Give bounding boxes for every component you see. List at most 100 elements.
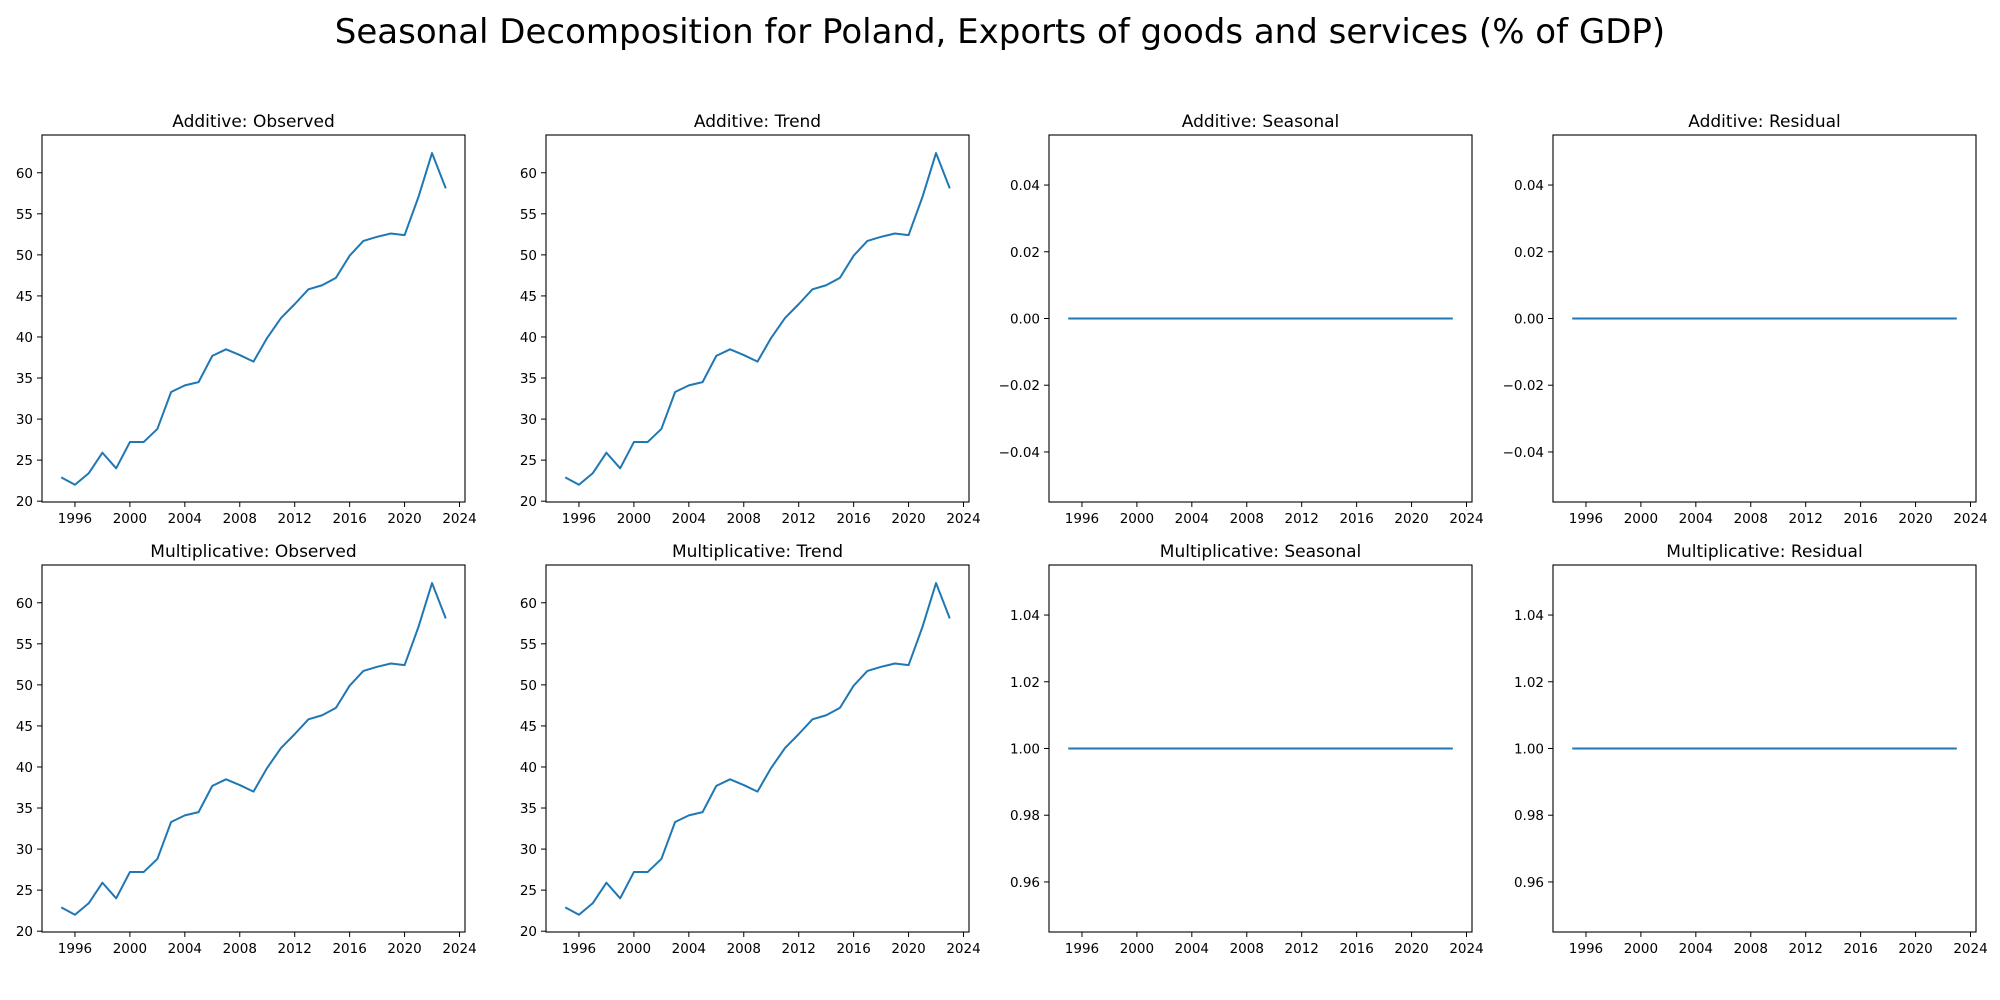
x-tick-label: 2016 <box>1843 941 1877 957</box>
subplot: Additive: Seasonal 1996 2000 2004 2008 2012 20… <box>999 112 1484 527</box>
y-tick-label: 55 <box>16 207 33 223</box>
x-tick-label: 2008 <box>223 941 257 957</box>
y-tick-label: 55 <box>520 637 537 653</box>
subplot-title: Additive: Residual <box>1688 112 1840 132</box>
y-tick-label: 40 <box>520 760 537 776</box>
x-tick-label: 2024 <box>946 511 980 527</box>
x-tick-label: 2020 <box>1394 941 1428 957</box>
x-tick-label: 2000 <box>617 511 651 527</box>
y-tick-label: 35 <box>16 371 33 387</box>
subplot: Multiplicative: Trend 1996 2000 2004 2008 201… <box>520 542 981 957</box>
y-tick-label: 20 <box>16 924 33 940</box>
y-tick-label: 1.04 <box>1010 608 1040 624</box>
y-tick-label: 1.02 <box>1010 675 1040 691</box>
y-tick-label: −0.02 <box>1503 378 1544 394</box>
series-line <box>564 582 951 916</box>
x-tick-label: 2020 <box>1898 941 1932 957</box>
x-tick-label: 2008 <box>1734 511 1768 527</box>
x-tick-label: 1996 <box>58 941 92 957</box>
y-tick-label: 30 <box>520 412 537 428</box>
subplot: Multiplicative: Residual 1996 2000 2004 2008… <box>1514 542 1988 957</box>
y-tick-label: 50 <box>520 678 537 694</box>
x-tick-label: 2000 <box>1624 511 1658 527</box>
x-tick-label: 2000 <box>113 941 147 957</box>
x-tick-label: 2020 <box>387 511 421 527</box>
y-tick-label: 60 <box>520 596 537 612</box>
x-tick-label: 1996 <box>1569 511 1603 527</box>
y-tick-label: 1.02 <box>1514 675 1544 691</box>
x-tick-label: 2004 <box>1679 511 1713 527</box>
x-tick-label: 2020 <box>891 941 925 957</box>
y-tick-label: 55 <box>16 637 33 653</box>
x-tick-label: 2024 <box>442 511 476 527</box>
y-tick-label: 0.04 <box>1514 178 1544 194</box>
y-tick-label: 1.04 <box>1514 608 1544 624</box>
x-tick-label: 2008 <box>223 511 257 527</box>
x-tick-label: 2008 <box>727 511 761 527</box>
subplot-title: Multiplicative: Residual <box>1666 542 1862 562</box>
x-tick-label: 2004 <box>672 511 706 527</box>
y-tick-label: 35 <box>520 801 537 817</box>
x-tick-label: 2024 <box>1953 941 1987 957</box>
y-tick-label: 40 <box>16 330 33 346</box>
x-tick-label: 2004 <box>168 511 202 527</box>
x-tick-label: 2000 <box>1120 941 1154 957</box>
x-tick-label: 2020 <box>1394 511 1428 527</box>
subplot-title: Additive: Observed <box>172 112 334 132</box>
subplot-title: Multiplicative: Observed <box>150 542 356 562</box>
y-tick-label: 40 <box>520 330 537 346</box>
y-tick-label: 30 <box>16 412 33 428</box>
x-tick-label: 2024 <box>1449 941 1483 957</box>
y-tick-label: −0.04 <box>999 445 1040 461</box>
x-tick-label: 2008 <box>1230 941 1264 957</box>
subplot: Multiplicative: Seasonal 1996 2000 2004 2008… <box>1010 542 1484 957</box>
y-tick-label: 20 <box>520 494 537 510</box>
x-tick-label: 2016 <box>1339 511 1373 527</box>
subplot: Multiplicative: Observed 1996 2000 2004 2008… <box>16 542 477 957</box>
x-tick-label: 2020 <box>891 511 925 527</box>
subplot: Additive: Residual 1996 2000 2004 2008 2012 20… <box>1503 112 1988 527</box>
x-tick-label: 1996 <box>1065 511 1099 527</box>
figure-title: Seasonal Decomposition for Poland, Expor… <box>334 12 1666 52</box>
x-tick-label: 2012 <box>1789 511 1823 527</box>
x-tick-label: 1996 <box>562 511 596 527</box>
y-tick-label: 50 <box>520 248 537 264</box>
y-tick-label: 20 <box>520 924 537 940</box>
x-tick-label: 2016 <box>1843 511 1877 527</box>
plot-frame <box>545 134 970 503</box>
y-tick-label: 60 <box>16 596 33 612</box>
x-tick-label: 2016 <box>1339 941 1373 957</box>
y-tick-label: 25 <box>16 883 33 899</box>
subplot-title: Multiplicative: Seasonal <box>1160 542 1361 562</box>
x-tick-label: 2020 <box>387 941 421 957</box>
y-tick-label: 35 <box>520 371 537 387</box>
y-tick-label: 60 <box>16 166 33 182</box>
x-tick-label: 2016 <box>836 941 870 957</box>
x-tick-label: 1996 <box>562 941 596 957</box>
y-tick-label: 45 <box>16 289 33 305</box>
y-tick-label: 35 <box>16 801 33 817</box>
y-tick-label: 50 <box>16 678 33 694</box>
x-tick-label: 2004 <box>672 941 706 957</box>
x-tick-label: 2024 <box>1449 511 1483 527</box>
subplot-title: Additive: Seasonal <box>1182 112 1340 132</box>
x-tick-label: 2012 <box>1789 941 1823 957</box>
x-tick-label: 2000 <box>113 511 147 527</box>
x-tick-label: 2012 <box>278 941 312 957</box>
y-tick-label: 0.00 <box>1010 312 1040 328</box>
y-tick-label: 45 <box>520 289 537 305</box>
x-tick-label: 2004 <box>1175 941 1209 957</box>
series-line <box>564 152 951 486</box>
plot-frame <box>545 564 970 933</box>
y-tick-label: 45 <box>520 719 537 735</box>
y-tick-label: 0.96 <box>1010 875 1040 891</box>
y-tick-label: 60 <box>520 166 537 182</box>
x-tick-label: 2024 <box>946 941 980 957</box>
x-tick-label: 2008 <box>1230 511 1264 527</box>
x-tick-label: 2000 <box>1624 941 1658 957</box>
y-tick-label: 0.00 <box>1514 312 1544 328</box>
y-tick-label: 0.02 <box>1514 245 1544 261</box>
y-tick-label: 30 <box>520 842 537 858</box>
series-line <box>60 152 447 486</box>
